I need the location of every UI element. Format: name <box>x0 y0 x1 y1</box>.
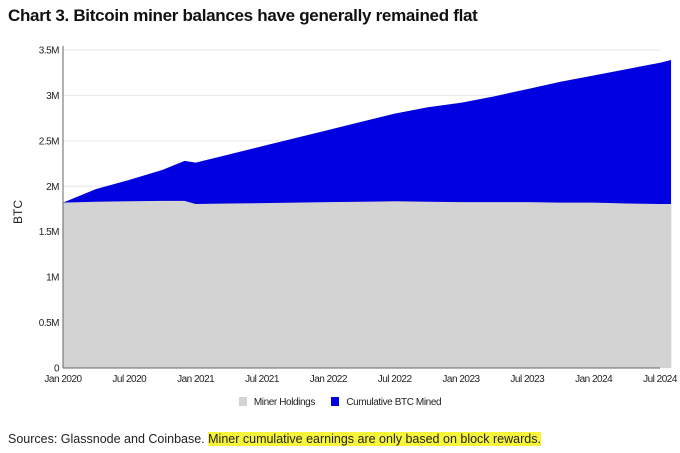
legend-label: Miner Holdings <box>253 397 316 408</box>
source-text: Sources: Glassnode and Coinbase. <box>8 432 205 446</box>
x-tick-label: Jul 2020 <box>112 374 147 385</box>
x-tick-label: Jan 2022 <box>310 374 348 385</box>
legend-swatch-cumulative-btc-mined <box>331 397 340 406</box>
legend-label: Cumulative BTC Mined <box>346 397 442 408</box>
chart-title: Chart 3. Bitcoin miner balances have gen… <box>8 6 478 25</box>
x-tick-label: Jan 2024 <box>575 374 613 385</box>
legend-item-miner-holdings: Miner Holdings <box>238 397 316 408</box>
y-tick-label: 1M <box>46 273 59 284</box>
legend-swatch-miner-holdings <box>238 397 247 406</box>
x-tick-label: Jan 2023 <box>442 374 480 385</box>
y-tick-label: 0.5M <box>39 318 59 329</box>
legend: Miner Holdings Cumulative BTC Mined <box>0 397 680 408</box>
x-tick-label: Jul 2021 <box>245 374 280 385</box>
y-tick-label: 3.5M <box>39 46 59 57</box>
x-tick-label: Jul 2024 <box>643 374 678 385</box>
y-tick-label: 3M <box>46 91 59 102</box>
y-tick-label: 2.5M <box>39 136 59 147</box>
y-tick-label: 0 <box>54 364 60 375</box>
area-chart: 0 0.5M 1M 1.5M 2M 2.5M 3M 3.5M Jan 2020 Jul 2020 J… <box>11 46 678 386</box>
x-tick-label: Jan 2021 <box>177 374 215 385</box>
y-tick-label: 1.5M <box>39 227 59 238</box>
area-miner-holdings <box>63 200 672 368</box>
highlighted-note: Miner cumulative earnings are only based… <box>208 432 541 446</box>
y-axis-label: BTC <box>11 200 25 224</box>
y-tick-label: 2M <box>46 182 59 193</box>
x-tick-label: Jul 2023 <box>510 374 545 385</box>
legend-item-cumulative-btc-mined: Cumulative BTC Mined <box>331 397 442 408</box>
source-note: Sources: Glassnode and Coinbase. Miner c… <box>8 432 541 446</box>
x-tick-label: Jan 2020 <box>44 374 82 385</box>
x-tick-label: Jul 2022 <box>378 374 413 385</box>
